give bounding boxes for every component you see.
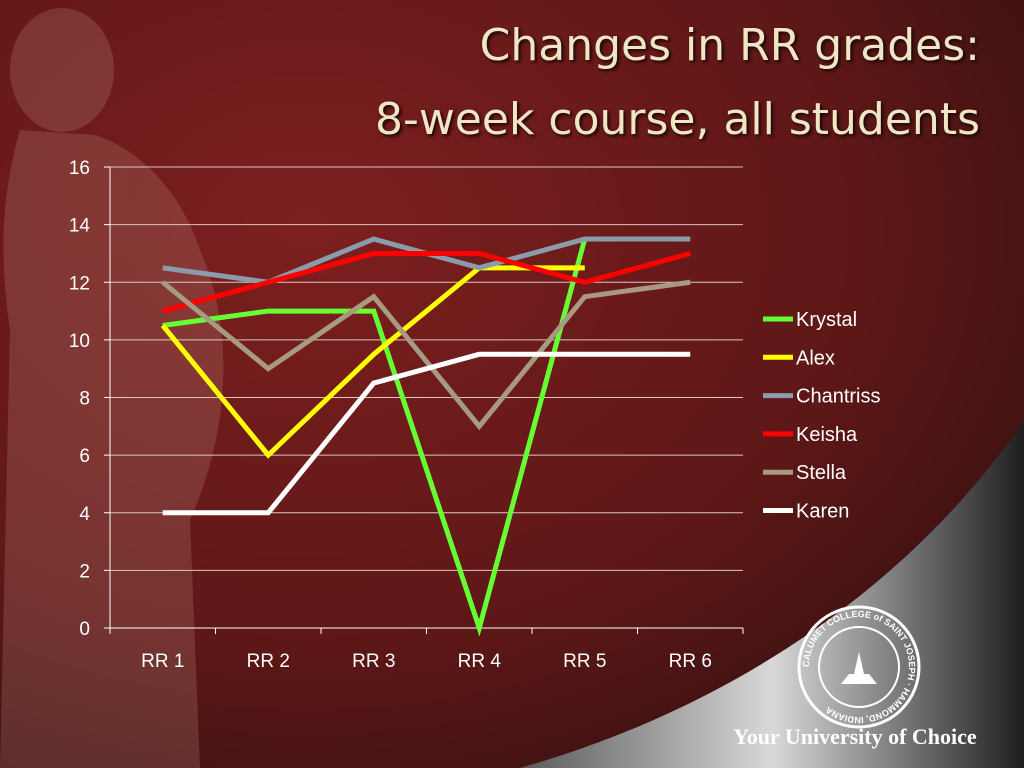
legend-label-stella: Stella — [796, 462, 847, 484]
y-tick-label: 10 — [69, 331, 90, 352]
y-tick-label: 2 — [79, 561, 90, 582]
y-tick-label: 8 — [79, 389, 90, 410]
y-tick-label: 4 — [79, 504, 90, 525]
series-line-krystal — [162, 238, 588, 637]
x-tick-label: RR 2 — [247, 651, 290, 672]
x-tick-label: RR 5 — [563, 651, 606, 672]
seal-outer-ring — [797, 605, 921, 729]
y-tick-label: 12 — [69, 273, 90, 294]
college-seal: CALUMET COLLEGE of SAINT JOSEPH · HAMMON… — [797, 605, 921, 729]
legend-label-alex: Alex — [796, 347, 835, 369]
seal-inner-ring — [818, 626, 900, 708]
y-tick-label: 14 — [69, 216, 91, 237]
seal-emblem — [841, 652, 877, 684]
y-tick-label: 0 — [79, 619, 90, 640]
series-line-stella — [161, 279, 691, 431]
series-line-alex — [160, 265, 585, 459]
series-line-karen — [162, 351, 691, 516]
title-line-1: Changes in RR grades: — [479, 20, 980, 71]
legend-label-keisha: Keisha — [796, 424, 858, 446]
x-tick-label: RR 1 — [141, 651, 184, 672]
x-tick-label: RR 4 — [458, 651, 502, 672]
tagline: Your University of Choice — [733, 724, 977, 749]
statue-figure — [0, 8, 224, 768]
x-tick-label: RR 6 — [669, 651, 712, 672]
y-tick-label: 6 — [79, 446, 90, 467]
series-line-keisha — [162, 250, 691, 314]
legend-label-krystal: Krystal — [796, 309, 857, 331]
legend-label-chantriss: Chantriss — [796, 386, 880, 408]
title-line-2: 8-week course, all students — [374, 94, 980, 145]
y-tick-label: 16 — [69, 158, 90, 179]
legend-label-karen: Karen — [796, 501, 849, 523]
x-tick-label: RR 3 — [352, 651, 395, 672]
